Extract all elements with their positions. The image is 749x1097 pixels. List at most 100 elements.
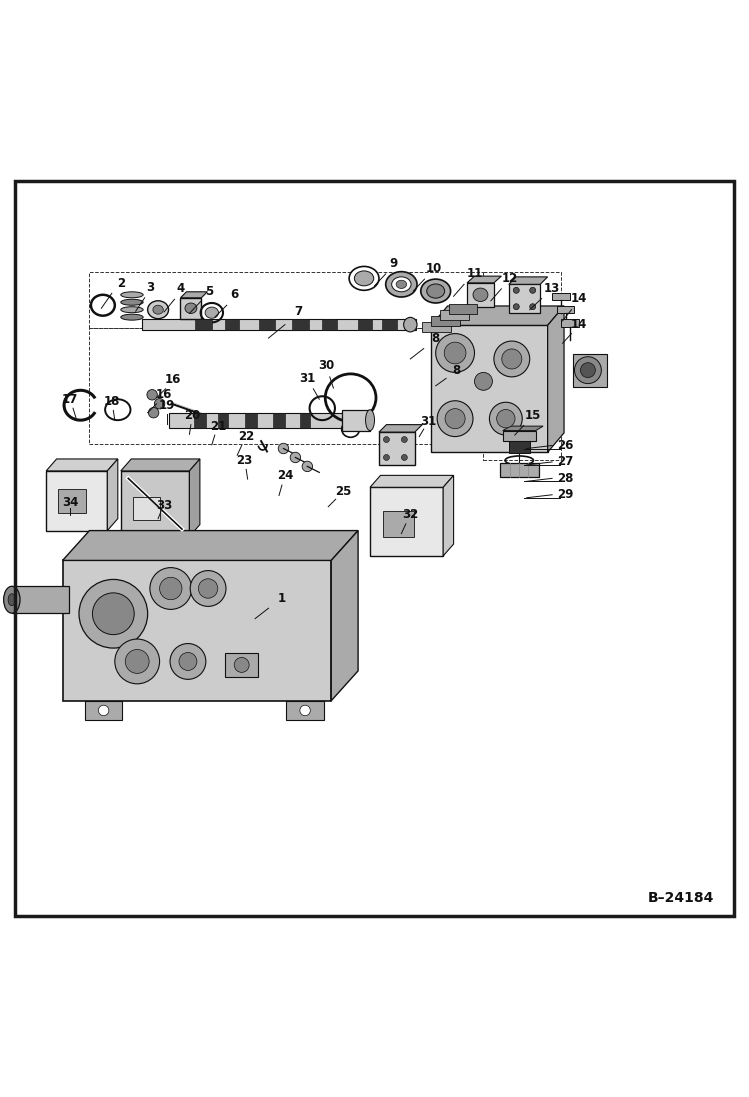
Polygon shape (449, 304, 477, 314)
Ellipse shape (396, 280, 407, 289)
Circle shape (383, 454, 389, 461)
Circle shape (436, 333, 475, 372)
Polygon shape (292, 319, 309, 330)
Circle shape (445, 408, 465, 429)
Ellipse shape (8, 593, 16, 606)
Text: 27: 27 (557, 455, 574, 468)
Polygon shape (12, 586, 69, 613)
Polygon shape (331, 531, 358, 701)
Text: 24: 24 (277, 468, 293, 482)
Circle shape (580, 363, 595, 377)
Circle shape (79, 579, 148, 648)
Polygon shape (573, 353, 607, 386)
Circle shape (497, 409, 515, 428)
Circle shape (574, 357, 601, 384)
Bar (58, 489, 85, 512)
Text: 14: 14 (571, 318, 587, 331)
Polygon shape (46, 459, 118, 471)
Ellipse shape (121, 307, 143, 313)
Circle shape (125, 649, 149, 674)
Polygon shape (431, 306, 564, 326)
Text: 16: 16 (156, 388, 172, 402)
Circle shape (383, 437, 389, 442)
Ellipse shape (121, 299, 143, 305)
Circle shape (401, 454, 407, 461)
Text: 26: 26 (557, 439, 574, 452)
Ellipse shape (354, 271, 374, 286)
Bar (509, 441, 530, 453)
Polygon shape (467, 283, 494, 307)
Circle shape (437, 400, 473, 437)
Text: 1: 1 (278, 592, 286, 606)
Text: B–24184: B–24184 (648, 891, 714, 905)
Text: 13: 13 (544, 282, 560, 295)
Polygon shape (431, 316, 460, 326)
Ellipse shape (121, 314, 143, 320)
Ellipse shape (205, 307, 219, 318)
Polygon shape (225, 319, 239, 330)
Polygon shape (322, 319, 337, 330)
Circle shape (154, 398, 165, 409)
Ellipse shape (404, 317, 417, 332)
Bar (286, 701, 324, 720)
Text: 15: 15 (524, 409, 541, 422)
Ellipse shape (366, 409, 374, 431)
Polygon shape (189, 459, 200, 536)
Polygon shape (225, 653, 258, 677)
Text: 3: 3 (147, 281, 155, 294)
Text: 29: 29 (557, 488, 574, 501)
Text: 14: 14 (571, 292, 587, 305)
Text: 2: 2 (117, 278, 125, 290)
Polygon shape (169, 412, 363, 428)
Polygon shape (195, 319, 212, 330)
Polygon shape (300, 412, 310, 428)
Polygon shape (181, 297, 201, 318)
Bar (383, 510, 414, 536)
Ellipse shape (185, 303, 197, 314)
Text: 18: 18 (103, 395, 120, 408)
Polygon shape (194, 412, 206, 428)
Text: 31: 31 (420, 415, 437, 428)
Circle shape (234, 657, 249, 672)
Polygon shape (509, 276, 548, 284)
Polygon shape (503, 426, 543, 431)
Polygon shape (503, 431, 536, 441)
Bar (121, 471, 189, 536)
Ellipse shape (386, 272, 417, 297)
Text: 8: 8 (452, 364, 461, 377)
Bar (85, 701, 122, 720)
Polygon shape (245, 412, 257, 428)
Bar (561, 319, 579, 327)
Text: 32: 32 (402, 508, 419, 521)
Polygon shape (218, 412, 228, 428)
Polygon shape (467, 276, 501, 283)
Text: 6: 6 (230, 289, 238, 302)
Polygon shape (342, 409, 370, 431)
Text: 17: 17 (62, 393, 78, 406)
Polygon shape (370, 475, 454, 487)
Text: 21: 21 (210, 420, 226, 432)
Circle shape (475, 372, 492, 391)
Text: 22: 22 (238, 430, 254, 443)
Text: 23: 23 (237, 454, 252, 467)
Polygon shape (181, 292, 207, 297)
Text: 16: 16 (165, 373, 181, 386)
Polygon shape (142, 319, 416, 330)
Circle shape (98, 705, 109, 715)
Text: 30: 30 (318, 359, 335, 372)
Polygon shape (358, 319, 372, 330)
Bar (557, 306, 574, 314)
Ellipse shape (421, 279, 451, 303)
Polygon shape (273, 412, 285, 428)
Circle shape (147, 389, 157, 400)
Text: 33: 33 (156, 499, 172, 511)
Bar (370, 487, 443, 556)
Ellipse shape (121, 292, 143, 297)
Text: 34: 34 (62, 496, 78, 509)
Circle shape (290, 452, 300, 463)
Polygon shape (440, 309, 469, 320)
Ellipse shape (473, 289, 488, 302)
Circle shape (513, 287, 519, 293)
Bar (552, 293, 570, 299)
Circle shape (179, 653, 197, 670)
